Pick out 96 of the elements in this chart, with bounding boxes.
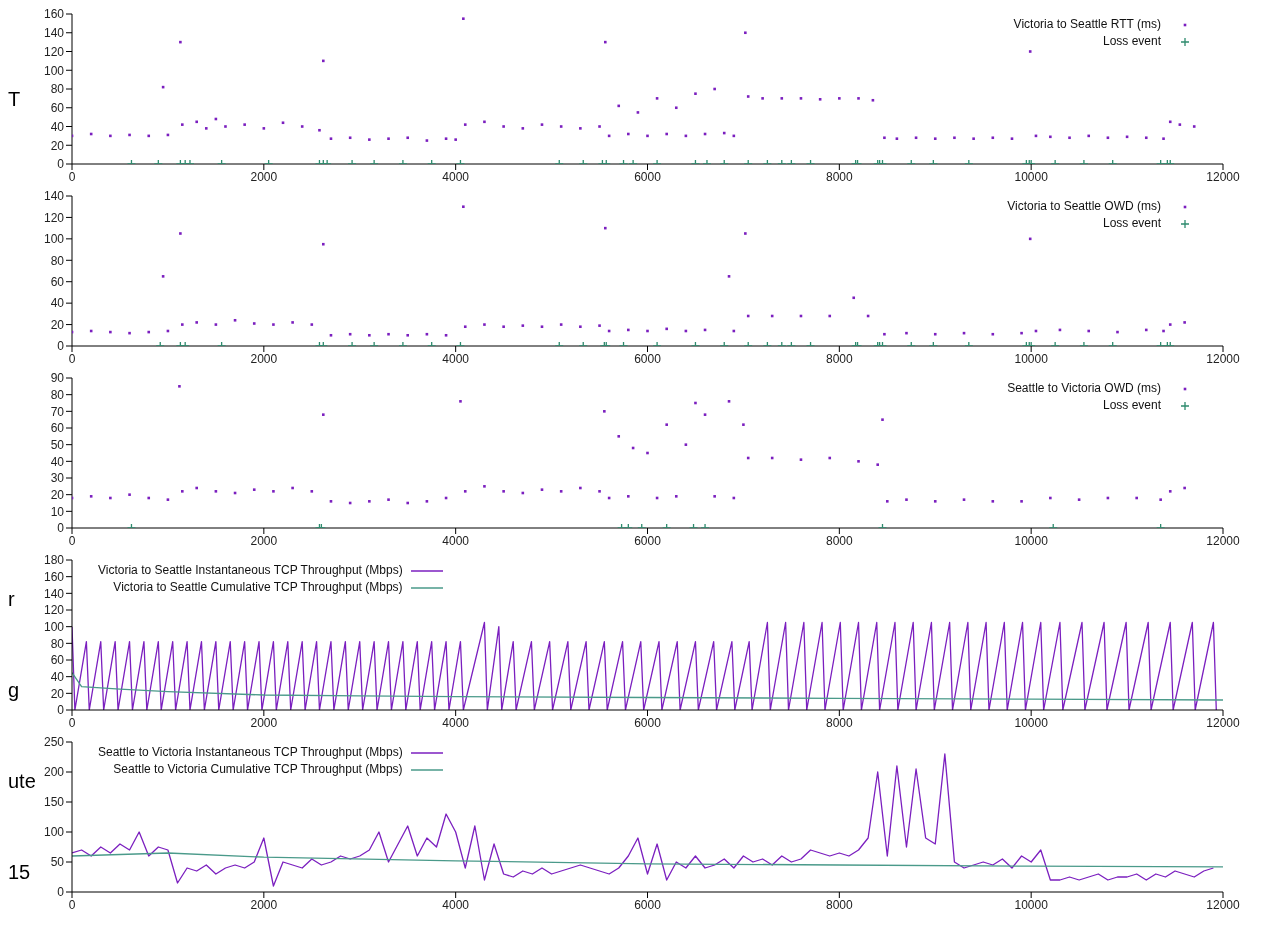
y-tick-label: 40 [50,296,65,311]
x-tick-label: 4000 [442,715,470,730]
line-series [72,671,1223,701]
x-tick-label: 0 [68,715,76,730]
y-tick-label: 100 [43,232,65,247]
x-tick-label: 6000 [634,169,662,184]
y-tick-label: 0 [57,521,65,536]
y-tick-label: 90 [50,371,65,386]
text: ute [8,770,37,793]
legend-label: Victoria to Seattle Cumulative TCP Throughput (Mbps) [113,579,403,596]
y-tick-label: 80 [50,636,65,651]
x-tick-label: 2000 [250,715,278,730]
x-tick-label: 4000 [442,897,470,912]
x-tick-label: 10000 [1014,351,1049,366]
text: r [8,588,16,611]
x-tick-label: 10000 [1014,715,1049,730]
y-tick-label: 140 [43,189,65,204]
x-tick-label: 12000 [1206,169,1241,184]
x-tick-label: 6000 [634,351,662,366]
y-tick-label: 80 [50,387,65,402]
x-tick-label: 2000 [250,351,278,366]
legend-label: Loss event [1102,215,1161,232]
x-tick-label: 8000 [825,715,853,730]
x-tick-label: 12000 [1206,897,1241,912]
x-tick-label: 4000 [442,169,470,184]
y-tick-label: 160 [43,569,65,584]
x-tick-label: 2000 [250,533,278,548]
y-tick-label: 0 [57,703,65,718]
y-tick-label: 120 [43,603,65,618]
x-tick-label: 0 [68,351,76,366]
y-tick-label: 60 [50,653,65,668]
y-tick-label: 140 [43,26,65,41]
y-tick-label: 50 [50,855,65,870]
y-tick-label: 30 [50,471,65,486]
y-tick-label: 40 [50,669,65,684]
y-tick-label: 0 [57,339,65,354]
text: T [8,87,22,111]
y-tick-label: 70 [50,404,65,419]
y-tick-label: 80 [50,82,65,97]
x-tick-label: 8000 [825,169,853,184]
x-tick-label: 6000 [634,533,662,548]
x-tick-label: 12000 [1206,351,1241,366]
y-tick-label: 0 [57,157,65,172]
x-tick-label: 4000 [442,351,470,366]
y-tick-label: 40 [50,119,65,134]
legend-label: Victoria to Seattle OWD (ms) [1007,198,1161,215]
x-tick-label: 8000 [825,351,853,366]
y-tick-label: 60 [50,101,65,116]
y-tick-label: 50 [50,437,65,452]
y-tick-label: 120 [43,210,65,225]
x-tick-label: 8000 [825,897,853,912]
y-tick-label: 180 [43,553,65,568]
y-tick-label: 150 [43,795,65,810]
y-tick-label: 20 [50,487,65,502]
legend-label: Victoria to Seattle RTT (ms) [1013,16,1161,33]
x-tick-label: 4000 [442,533,470,548]
y-tick-label: 20 [50,138,65,153]
text: g [8,679,21,702]
line-series [72,621,1217,710]
x-tick-label: 10000 [1014,897,1049,912]
x-tick-label: 0 [68,533,76,548]
x-tick-label: 12000 [1206,715,1241,730]
x-tick-label: 6000 [634,897,662,912]
y-tick-label: 60 [50,274,65,289]
x-tick-label: 10000 [1014,533,1049,548]
text: 15 [8,861,32,884]
y-tick-label: 100 [43,825,65,840]
legend-label: Seattle to Victoria Cumulative TCP Throughput (Mbps) [113,761,403,778]
x-tick-label: 0 [68,169,76,184]
y-tick-label: 40 [50,454,65,469]
y-tick-label: 100 [43,63,65,78]
line-series [72,852,1223,868]
y-tick-label: 120 [43,44,65,59]
y-tick-label: 20 [50,317,65,332]
x-tick-label: 12000 [1206,533,1241,548]
y-tick-label: 250 [43,735,65,750]
legend-label: Loss event [1102,397,1161,414]
x-tick-label: 8000 [825,533,853,548]
legend-label: Seattle to Victoria Instantaneous TCP Throughput (Mbps) [98,744,403,761]
x-tick-label: 2000 [250,897,278,912]
y-tick-label: 20 [50,686,65,701]
y-tick-label: 80 [50,253,65,268]
x-tick-label: 6000 [634,715,662,730]
y-tick-label: 10 [50,504,65,519]
legend-label: Victoria to Seattle Instantaneous TCP Throughput (Mbps) [98,562,403,579]
y-tick-label: 60 [50,421,65,436]
y-tick-label: 200 [43,765,65,780]
legend-label: Loss event [1102,33,1161,50]
y-tick-label: 100 [43,619,65,634]
x-tick-label: 0 [68,897,76,912]
x-tick-label: 10000 [1014,169,1049,184]
y-tick-label: 0 [57,885,65,900]
y-tick-label: 140 [43,586,65,601]
legend-label: Seattle to Victoria OWD (ms) [1007,380,1161,397]
x-tick-label: 2000 [250,169,278,184]
y-tick-label: 160 [43,7,65,22]
